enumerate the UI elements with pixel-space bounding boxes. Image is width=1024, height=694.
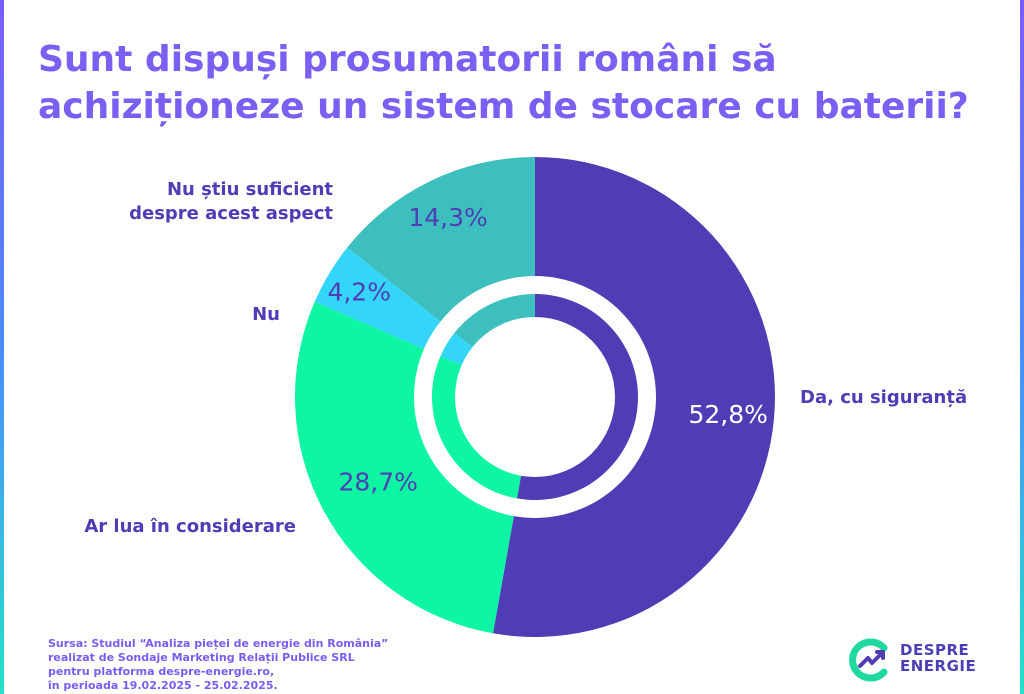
- source-note: Sursa: Studiul “Analiza pieței de energi…: [48, 637, 408, 693]
- logo-word-despre: DESPRE: [900, 641, 970, 659]
- source-line: realizat de Sondaje Marketing Relații Pu…: [48, 651, 355, 664]
- chart-title: Sunt dispuși prosumatorii români să achi…: [38, 39, 969, 127]
- center-hole: [455, 317, 615, 477]
- right-accent-bar: [1020, 0, 1024, 694]
- category-label-da-cu-siguranta: Da, cu siguranță: [800, 387, 967, 408]
- logo-word-energie: ENERGIE: [900, 657, 977, 675]
- logo-wordmark: DESPRE ENERGIE: [900, 642, 976, 674]
- value-label-ar-lua-in-considerare: 28,7%: [338, 467, 417, 496]
- category-label-nu-stiu-suficient-despre-acest-aspect: Nu știu suficient: [167, 179, 333, 200]
- despre-energie-logo: DESPRE ENERGIE: [846, 636, 986, 684]
- category-label-nu: Nu: [252, 304, 280, 325]
- source-line: Sursa: Studiul “Analiza pieței de energi…: [48, 637, 389, 650]
- category-labels: Da, cu siguranță Ar lua în considerare Nu N…: [84, 179, 967, 537]
- value-label-da-cu-siguranta: 52,8%: [688, 400, 767, 429]
- value-label-nu: 4,2%: [327, 278, 391, 307]
- category-label-nu-stiu-suficient-despre-acest-aspect: despre acest aspect: [129, 203, 333, 224]
- logo-mark-icon: [849, 638, 888, 682]
- category-label-ar-lua-in-considerare: Ar lua în considerare: [84, 516, 296, 537]
- value-label-nu-stiu-suficient-despre-acest-aspect: 14,3%: [408, 203, 487, 232]
- source-line: pentru platforma despre-energie.ro,: [48, 665, 275, 678]
- left-accent-bar: [0, 0, 4, 694]
- source-line: în perioada 19.02.2025 - 25.02.2025.: [48, 679, 278, 692]
- value-labels: 52,8% 28,7% 4,2% 14,3%: [327, 203, 767, 496]
